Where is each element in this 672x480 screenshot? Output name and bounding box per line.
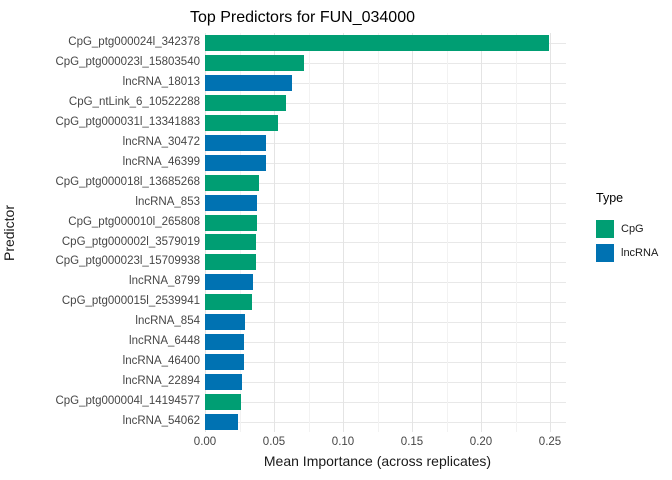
y-axis-tick-labels: CpG_ptg000024l_342378 CpG_ptg000023l_1580… bbox=[0, 33, 200, 432]
legend-swatch-CpG bbox=[596, 220, 614, 238]
y-tick-label: CpG_ptg000023l_15803540 bbox=[55, 55, 200, 68]
x-tick-label: 0.05 bbox=[262, 436, 286, 448]
legend-label: CpG bbox=[621, 223, 644, 235]
y-tick-label: lncRNA_46399 bbox=[122, 155, 200, 168]
y-tick-label: lncRNA_46400 bbox=[122, 355, 200, 368]
gridline-horizontal bbox=[205, 182, 566, 184]
bar-CpG_ptg000023l_15803540 bbox=[205, 54, 305, 71]
y-tick-label: CpG_ntLink_6_10522288 bbox=[68, 95, 200, 108]
gridline-minor bbox=[446, 33, 448, 432]
x-tick-label: 0.00 bbox=[193, 436, 217, 448]
gridline-horizontal bbox=[205, 242, 566, 244]
gridline-horizontal bbox=[205, 362, 566, 364]
x-axis-title: Mean Importance (across replicates) bbox=[263, 453, 492, 469]
bar-CpG_ptg000015l_2539941 bbox=[205, 294, 252, 311]
y-tick-label: CpG_ptg000002l_3579019 bbox=[61, 235, 200, 248]
gridline-minor bbox=[239, 33, 241, 432]
plot-panel bbox=[205, 33, 566, 432]
gridline-horizontal bbox=[205, 282, 566, 284]
x-axis-tick-labels: 0.00 0.05 0.10 0.15 0.20 0.25 bbox=[194, 436, 585, 450]
gridline-minor bbox=[515, 33, 517, 432]
legend-swatch-lncRNA bbox=[596, 244, 614, 262]
gridline-major bbox=[205, 33, 206, 432]
legend-title: Type bbox=[596, 191, 624, 205]
bar-CpG_ntLink_6_10522288 bbox=[205, 94, 287, 111]
gridline-horizontal bbox=[205, 402, 566, 404]
bar-lncRNA_46399 bbox=[205, 154, 266, 171]
gridline-major bbox=[412, 33, 413, 432]
gridline-major bbox=[481, 33, 482, 432]
gridline-horizontal bbox=[205, 162, 566, 164]
bar-lncRNA_54062 bbox=[205, 414, 239, 431]
x-tick-label: 0.20 bbox=[469, 436, 493, 448]
y-tick-label: CpG_ptg000015l_2539941 bbox=[61, 295, 200, 308]
gridline-horizontal bbox=[205, 82, 566, 84]
y-tick-label: lncRNA_22894 bbox=[122, 375, 200, 388]
bar-lncRNA_8799 bbox=[205, 274, 254, 291]
y-tick-label: CpG_ptg000004l_14194577 bbox=[55, 395, 200, 408]
gridline-horizontal bbox=[205, 222, 566, 224]
bar-lncRNA_18013 bbox=[205, 74, 292, 91]
bar-CpG_ptg000023l_15709938 bbox=[205, 254, 257, 271]
legend-item-lncRNA: lncRNA bbox=[596, 244, 658, 262]
gridline-horizontal bbox=[205, 302, 566, 304]
gridline-horizontal bbox=[205, 382, 566, 384]
legend-item-CpG: CpG bbox=[596, 220, 658, 238]
y-tick-label: lncRNA_8799 bbox=[129, 275, 200, 288]
x-tick-label: 0.10 bbox=[331, 436, 355, 448]
gridline-minor bbox=[308, 33, 310, 432]
gridline-horizontal bbox=[205, 202, 566, 204]
bar-CpG_ptg000018l_13685268 bbox=[205, 174, 259, 191]
y-tick-label: lncRNA_54062 bbox=[122, 415, 200, 428]
gridline-horizontal bbox=[205, 422, 566, 424]
y-tick-label: CpG_ptg000024l_342378 bbox=[68, 36, 200, 48]
gridline-minor bbox=[377, 33, 379, 432]
y-tick-label: CpG_ptg000018l_13685268 bbox=[55, 175, 200, 188]
bar-CpG_ptg000002l_3579019 bbox=[205, 234, 257, 251]
bar-lncRNA_30472 bbox=[205, 134, 266, 151]
gridline-horizontal bbox=[205, 262, 566, 264]
gridline-horizontal bbox=[205, 102, 566, 104]
y-tick-label: CpG_ptg000010l_265808 bbox=[68, 215, 200, 228]
legend-items: CpG lncRNA bbox=[596, 220, 658, 262]
x-tick-label: 0.15 bbox=[400, 436, 424, 448]
bar-CpG_ptg000024l_342378 bbox=[205, 34, 549, 51]
legend: Type CpG lncRNA bbox=[596, 191, 658, 268]
y-tick-label: CpG_ptg000031l_13341883 bbox=[55, 115, 200, 128]
chart-title: Top Predictors for FUN_034000 bbox=[190, 9, 415, 26]
gridline-horizontal bbox=[205, 122, 566, 124]
bar-lncRNA_853 bbox=[205, 194, 258, 211]
bar-lncRNA_6448 bbox=[205, 334, 244, 351]
bar-lncRNA_22894 bbox=[205, 374, 243, 391]
x-tick-label: 0.25 bbox=[538, 436, 562, 448]
gridline-horizontal bbox=[205, 62, 566, 64]
y-tick-label: lncRNA_18013 bbox=[122, 75, 200, 88]
y-tick-label: lncRNA_6448 bbox=[129, 335, 200, 348]
y-tick-label: lncRNA_30472 bbox=[122, 135, 200, 148]
y-tick-label: CpG_ptg000023l_15709938 bbox=[55, 255, 200, 268]
bar-lncRNA_46400 bbox=[205, 354, 244, 371]
bar-CpG_ptg000010l_265808 bbox=[205, 214, 258, 231]
gridline-major bbox=[274, 33, 275, 432]
gridline-horizontal bbox=[205, 142, 566, 144]
gridline-major bbox=[550, 33, 551, 432]
legend-label: lncRNA bbox=[621, 247, 659, 259]
bar-CpG_ptg000031l_13341883 bbox=[205, 114, 279, 131]
gridline-horizontal bbox=[205, 322, 566, 324]
y-tick-label: lncRNA_854 bbox=[135, 315, 200, 328]
bar-CpG_ptg000004l_14194577 bbox=[205, 394, 241, 411]
gridline-horizontal bbox=[205, 342, 566, 344]
y-tick-label: lncRNA_853 bbox=[135, 195, 200, 208]
gridline-major bbox=[343, 33, 344, 432]
bar-lncRNA_854 bbox=[205, 314, 246, 331]
